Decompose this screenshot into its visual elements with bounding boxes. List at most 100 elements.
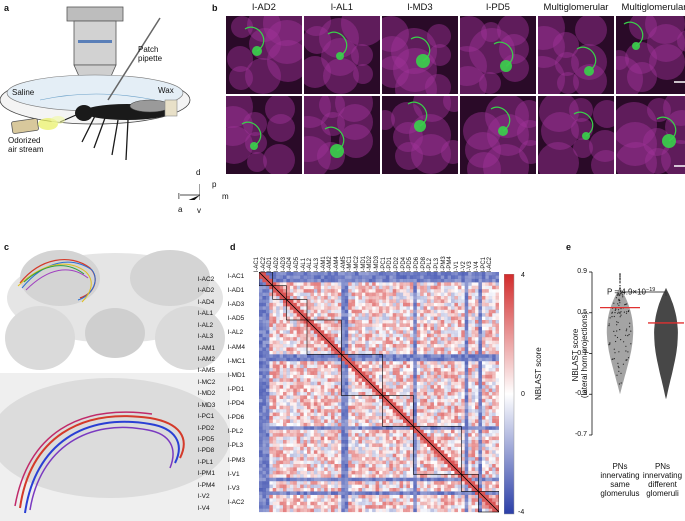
heatmap-row-label: l-AL1	[198, 310, 214, 318]
heatmap-row-label: l-AL2	[198, 321, 214, 329]
heatmap-col-label: l-AD2	[274, 256, 280, 272]
heatmap-row-label-sub: l-PD1	[228, 385, 245, 393]
panel-label-a: a	[4, 3, 10, 13]
heatmap-row-label: l-V2	[198, 493, 210, 501]
violin-ytick-label: -0.7	[574, 431, 587, 438]
nblast-heatmap	[259, 272, 499, 513]
heatmap-colorbar	[504, 274, 515, 515]
micrograph-column-header: l-MD3	[407, 2, 433, 13]
heatmap-col-label: l-MC2	[354, 256, 360, 272]
heatmap-row-label-sub: l-AL2	[228, 329, 244, 337]
axis-v-label: v	[197, 206, 201, 215]
heatmap-row-label: l-AM1	[198, 344, 215, 352]
micrograph-tile	[226, 96, 302, 174]
micrograph-tile	[382, 96, 458, 174]
heatmap-col-label: l-MC1	[347, 256, 354, 272]
heatmap-col-label: l-PD5	[407, 256, 414, 272]
heatmap-col-label: l-AC2	[487, 256, 494, 272]
heatmap-row-label: l-PM4	[198, 481, 215, 489]
heatmap-row-label: l-PC1	[198, 413, 215, 421]
heatmap-col-label: l-MD3	[374, 256, 380, 272]
panel-label-b: b	[212, 3, 218, 13]
panel-label-c: c	[4, 242, 10, 252]
heatmap-row-label: l-V4	[198, 504, 210, 512]
heatmap-row-label: l-MD2	[198, 390, 216, 398]
heatmap-col-label: l-MD2	[367, 256, 374, 272]
panel-label-d: d	[230, 242, 236, 252]
heatmap-col-label: l-AC1	[254, 256, 260, 272]
micrograph-tile	[382, 16, 458, 94]
heatmap-row-labels: l-AC2 l-AD2 l-AD4 l-AL1 l-AL2 l-AL3 l-AM1 l-AM2…	[198, 272, 260, 518]
violin-category-different: PNs innervating different glomeruli	[642, 462, 683, 498]
micrograph-column-header: Multiglomerular	[543, 2, 609, 13]
heatmap-row-label: l-AC2	[198, 276, 215, 283]
heatmap-row-label: l-AM2	[198, 356, 215, 363]
heatmap-col-label: l-AL3	[314, 257, 320, 272]
patch-pipette-label: Patch pipette	[138, 45, 163, 63]
heatmap-row-label: l-PL1	[198, 458, 214, 466]
heatmap-col-label: l-PD6	[414, 256, 420, 272]
heatmap-col-label: l-PD1	[387, 256, 394, 272]
micrograph-tile	[616, 16, 685, 94]
axis-a-label: a	[178, 205, 183, 214]
heatmap-col-label: l-V1	[454, 261, 460, 272]
heatmap-col-label: l-AM1	[320, 256, 327, 272]
rig-schematic	[0, 6, 200, 200]
micrograph-tile	[304, 96, 380, 174]
heatmap-row-label-sub: l-MC1	[228, 357, 246, 365]
heatmap-row-label-sub: l-AC2	[228, 498, 245, 506]
heatmap-col-label: l-V3	[467, 261, 474, 272]
heatmap-row-label: l-PM1	[198, 470, 215, 478]
heatmap-row-label-sub: l-AC1	[228, 273, 245, 280]
micrograph-tile	[616, 96, 685, 174]
micrograph-tile	[226, 16, 302, 94]
p-value-annotation: P = 4.9×10−19	[607, 287, 656, 297]
heatmap-row-label: l-AD4	[198, 298, 215, 306]
wax-label: Wax	[158, 86, 174, 95]
neuron-tracings	[0, 250, 230, 521]
heatmap-col-label: l-AM2	[327, 256, 334, 272]
heatmap-row-label: l-MD3	[198, 401, 216, 409]
heatmap-row-label: l-PD8	[198, 447, 215, 455]
heatmap-col-label: l-AL1	[300, 257, 307, 272]
micrograph-tile	[538, 16, 614, 94]
micrograph-tile	[304, 16, 380, 94]
heatmap-col-label: l-PC1	[380, 256, 387, 272]
heatmap-row-label: l-PD5	[198, 436, 215, 443]
micrograph-column-header: l-AL1	[330, 2, 354, 13]
axis-l-label: l	[178, 192, 180, 201]
heatmap-col-label: l-PL3	[434, 257, 440, 272]
axis-m-label: m	[222, 192, 229, 201]
micrograph-tile	[460, 16, 536, 94]
axis-p-label: p	[212, 180, 217, 189]
saline-label: Saline	[12, 88, 35, 97]
heatmap-row-label-sub: l-AD1	[228, 287, 245, 295]
colorbar-tick-zero: 0	[521, 391, 525, 398]
heatmap-col-label: l-PD4	[400, 256, 407, 272]
heatmap-col-label: l-PD8	[420, 256, 427, 272]
micrograph-tile	[538, 96, 614, 174]
heatmap-col-label: l-AC2	[260, 256, 267, 272]
micrograph-column-header: Multiglomerular	[621, 2, 685, 13]
heatmap-row-label-sub: l-PD6	[228, 414, 245, 422]
heatmap-row-label: l-MC2	[198, 378, 216, 386]
heatmap-row-label: l-AD2	[198, 287, 215, 295]
heatmap-row-label-sub: l-V3	[228, 484, 240, 492]
violin-plot	[589, 271, 684, 436]
micrograph-tile	[460, 96, 536, 174]
heatmap-col-label: l-PL2	[427, 257, 434, 272]
colorbar-tick-min: -4	[518, 509, 525, 516]
colorbar-tick-max: 4	[521, 272, 525, 279]
heatmap-row-label-sub: l-PD4	[228, 400, 245, 408]
heatmap-col-label: l-AD3	[280, 256, 287, 272]
heatmap-col-label: l-AL2	[307, 257, 314, 272]
heatmap-col-label: l-MD1	[360, 256, 367, 272]
heatmap-col-label: l-AM4	[334, 256, 340, 272]
violin-ytick-label: 0.5	[577, 308, 587, 316]
heatmap-col-label: l-AD5	[294, 256, 300, 272]
heatmap-col-label: l-PD2	[394, 256, 400, 272]
heatmap-col-label: l-PC1	[480, 256, 487, 272]
heatmap-row-label-sub: l-PL2	[228, 428, 244, 436]
heatmap-row-label-sub: l-PL3	[228, 442, 244, 450]
heatmap-col-label: l-V2	[460, 261, 467, 272]
